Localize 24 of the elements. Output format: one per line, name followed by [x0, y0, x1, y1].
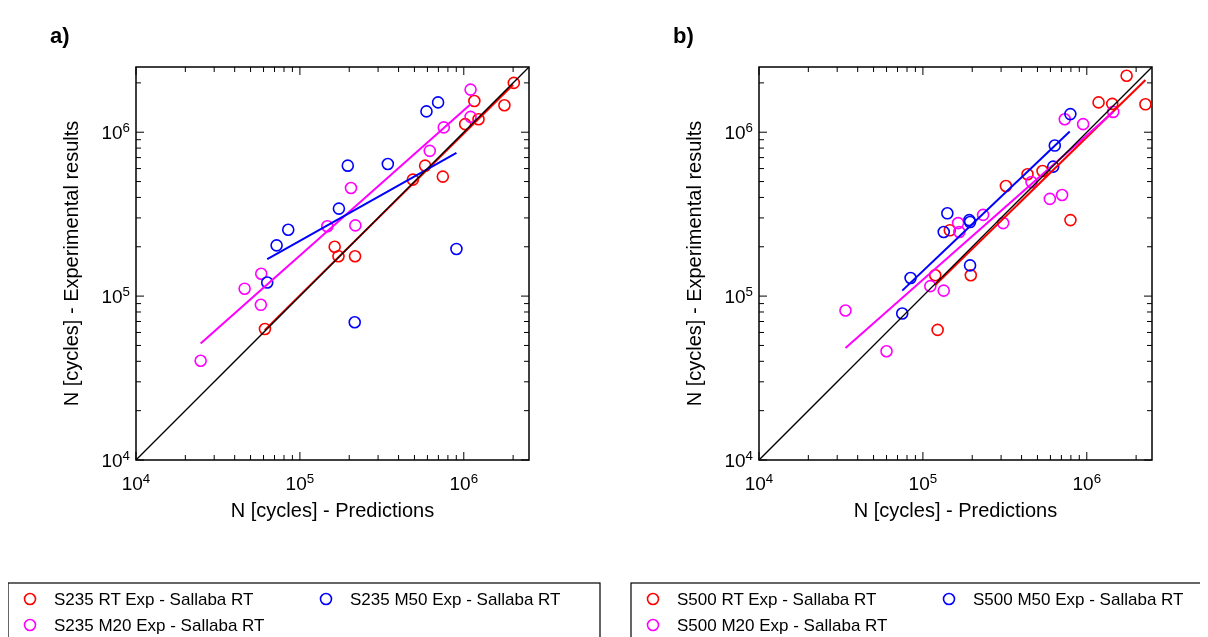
y-axis-title: N [cycles] - Experimental results [683, 120, 705, 407]
chart-title: a) [50, 23, 70, 48]
y-axis-title: N [cycles] - Experimental results [60, 120, 82, 407]
x-axis-title: N [cycles] - Predictions [853, 499, 1058, 521]
legend-label: S235 RT Exp - Sallaba RT [54, 590, 254, 609]
legend-label: S500 M20 Exp - Sallaba RT [677, 616, 888, 635]
y-tick-label: 10$^{6}$ [101, 119, 130, 144]
legend-label: S235 M20 Exp - Sallaba RT [54, 616, 265, 635]
x-tick-label: 10$^{6}$ [1072, 470, 1102, 494]
legend-label: S500 RT Exp - Sallaba RT [677, 590, 877, 609]
x-tick-label: 10$^{4}$ [121, 470, 151, 494]
y-tick-label: 10$^{4}$ [101, 447, 130, 471]
y-tick-label: 10$^{5}$ [724, 283, 753, 308]
x-tick-label: 10$^{6}$ [449, 470, 479, 494]
x-axis-title: N [cycles] - Predictions [230, 499, 435, 521]
legend-label: S500 M50 Exp - Sallaba RT [973, 590, 1184, 609]
legend-label: S235 M50 Exp - Sallaba RT [350, 590, 561, 609]
x-tick-label: 10$^{5}$ [908, 470, 938, 494]
y-tick-label: 10$^{5}$ [101, 283, 130, 308]
y-tick-label: 10$^{4}$ [724, 447, 753, 471]
y-tick-label: 10$^{6}$ [724, 119, 753, 144]
chart-title: b) [673, 23, 694, 48]
x-tick-label: 10$^{4}$ [744, 470, 774, 494]
x-tick-label: 10$^{5}$ [285, 470, 315, 494]
